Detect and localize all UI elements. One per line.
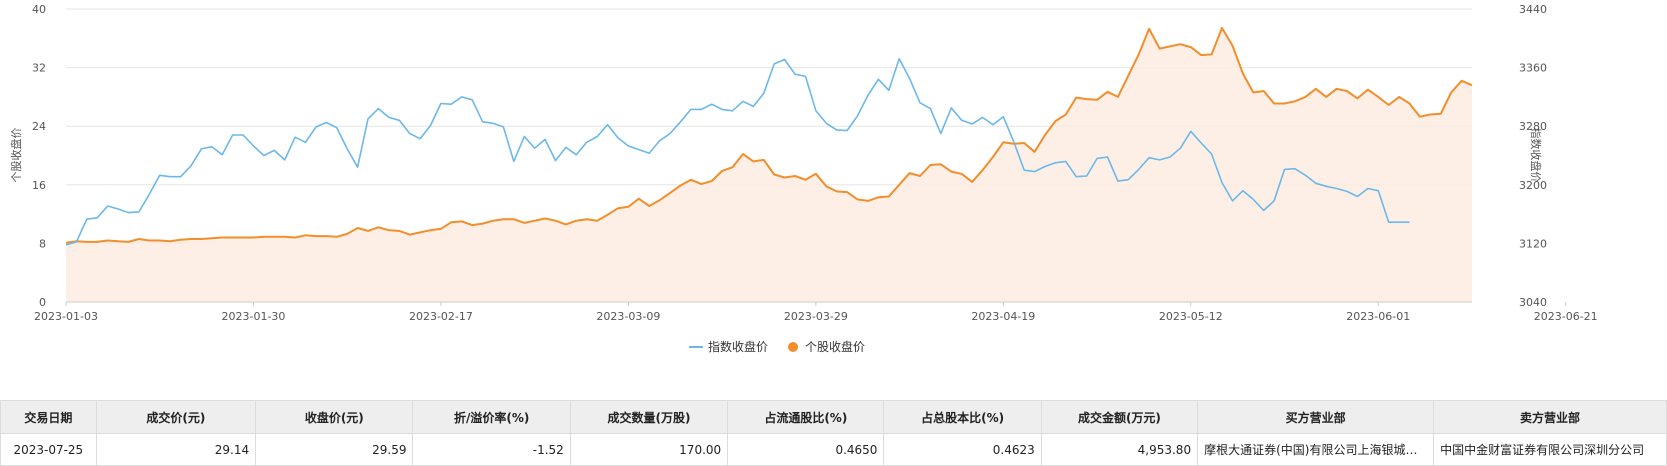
legend[interactable]: 指数收盘价 个股收盘价 <box>689 339 865 354</box>
left-tick-label: 24 <box>32 120 46 133</box>
left-tick-label: 8 <box>39 237 46 250</box>
axis-layer: 0 3040 8 3120 16 3200 24 3280 32 3360 40 3440 2023-0… <box>9 3 1598 323</box>
cell-seller[interactable]: 中国中金财富证券有限公司深圳分公司 <box>1433 433 1667 466</box>
chart-area: 0 3040 8 3120 16 3200 24 3280 32 3360 40 3440 2023-0… <box>9 3 1598 354</box>
header-close-price[interactable]: 收盘价(元) <box>255 400 414 434</box>
x-tick-label: 2023-01-03 <box>34 310 98 323</box>
series-line-layer <box>65 27 1473 246</box>
header-premium-rate[interactable]: 折/溢价率(%) <box>412 400 571 434</box>
cell-total-ratio: 0.4623 <box>883 433 1042 466</box>
cell-trade-price: 29.14 <box>95 433 257 466</box>
legend-item-stock[interactable]: 个股收盘价 <box>788 339 865 354</box>
cell-close-price: 29.59 <box>255 433 414 466</box>
line-chart: 0 3040 8 3120 16 3200 24 3280 32 3360 40 3440 2023-0… <box>9 3 1598 354</box>
legend-stock-label: 个股收盘价 <box>805 339 865 354</box>
stock-price-line <box>65 27 1473 244</box>
left-tick-label: 32 <box>32 62 46 75</box>
left-axis-title: 个股收盘价 <box>9 128 23 183</box>
right-tick-label: 3120 <box>1519 237 1547 250</box>
x-tick-label: 2023-05-12 <box>1159 310 1223 323</box>
header-total-ratio[interactable]: 占总股本比(%) <box>883 400 1042 434</box>
legend-stock-swatch <box>788 342 798 352</box>
stock-price-area <box>66 28 1472 302</box>
table-header-row: 交易日期 成交价(元) 收盘价(元) 折/溢价率(%) 成交数量(万股) 占流通… <box>0 400 1667 434</box>
header-trade-date[interactable]: 交易日期 <box>0 400 97 434</box>
cell-float-ratio: 0.4650 <box>727 433 885 466</box>
left-tick-label: 40 <box>32 3 46 16</box>
left-tick-label: 16 <box>32 179 46 192</box>
cell-premium-rate: -1.52 <box>412 433 571 466</box>
right-tick-label: 3360 <box>1519 62 1547 75</box>
header-seller[interactable]: 卖方营业部 <box>1433 400 1667 434</box>
series-area-layer <box>66 28 1472 302</box>
cell-trade-date: 2023-07-25 <box>0 433 97 466</box>
index-price-line <box>65 57 1410 246</box>
legend-item-index[interactable]: 指数收盘价 <box>689 339 768 354</box>
x-tick-label: 2023-06-01 <box>1346 310 1410 323</box>
right-tick-label: 3200 <box>1519 179 1547 192</box>
legend-index-label: 指数收盘价 <box>708 339 768 354</box>
right-tick-label: 3040 <box>1519 296 1547 309</box>
x-tick-label: 2023-01-30 <box>221 310 285 323</box>
header-buyer[interactable]: 买方营业部 <box>1197 400 1435 434</box>
header-amount[interactable]: 成交金额(万元) <box>1040 400 1199 434</box>
right-tick-label: 3440 <box>1519 3 1547 16</box>
cell-buyer[interactable]: 摩根大通证券(中国)有限公司上海银城中路证券营业部 <box>1197 433 1435 466</box>
x-tick-label: 2023-04-19 <box>971 310 1035 323</box>
x-tick-label: 2023-02-17 <box>409 310 473 323</box>
cell-amount: 4,953.80 <box>1040 433 1199 466</box>
x-tick-label: 2023-03-29 <box>784 310 848 323</box>
cell-volume: 170.00 <box>569 433 729 466</box>
right-axis-title: 指数收盘价 <box>1529 128 1543 183</box>
right-tick-label: 3280 <box>1519 120 1547 133</box>
x-tick-label: 2023-03-09 <box>596 310 660 323</box>
header-volume[interactable]: 成交数量(万股) <box>569 400 729 434</box>
header-trade-price[interactable]: 成交价(元) <box>95 400 257 434</box>
header-float-ratio[interactable]: 占流通股比(%) <box>727 400 885 434</box>
trade-table: 交易日期 成交价(元) 收盘价(元) 折/溢价率(%) 成交数量(万股) 占流通… <box>0 400 1667 466</box>
table-row: 2023-07-25 29.14 29.59 -1.52 170.00 0.46… <box>0 433 1667 466</box>
x-tick-label: 2023-06-21 <box>1534 310 1598 323</box>
left-tick-label: 0 <box>39 296 46 309</box>
